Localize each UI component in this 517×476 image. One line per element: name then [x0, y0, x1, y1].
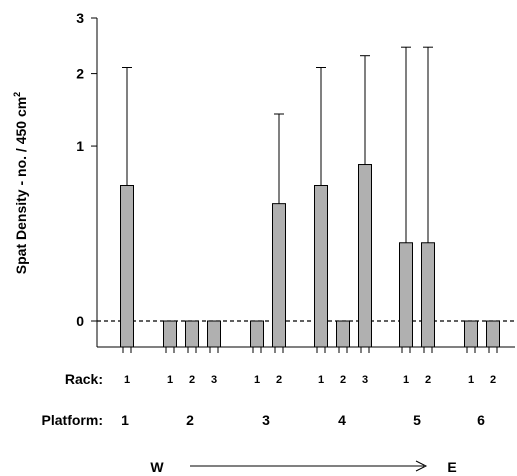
- bar-p6-r2: [486, 320, 500, 348]
- platform-label-6: 6: [477, 412, 485, 428]
- bar-p1-r1: [120, 184, 134, 348]
- bar-p3-r1: [250, 320, 264, 348]
- rack-axis-label: Rack:: [65, 371, 103, 387]
- y-tick-label-0: 0: [76, 313, 84, 329]
- rack-label-p1-r1: 1: [124, 374, 130, 386]
- platform-label-2: 2: [186, 412, 194, 428]
- y-tick-label-3: 3: [76, 10, 84, 26]
- rack-label-p4-r2: 2: [340, 374, 346, 386]
- rack-label-p3-r1: 1: [254, 374, 260, 386]
- y-tick-label-1: 1: [76, 138, 84, 154]
- platform-label-5: 5: [413, 412, 421, 428]
- rack-label-p2-r2: 2: [189, 374, 195, 386]
- bar-p5-r1: [399, 242, 413, 348]
- platform-label-1: 1: [121, 412, 129, 428]
- bar-p2-r3: [207, 320, 221, 348]
- rack-label-p6-r2: 2: [490, 374, 496, 386]
- rack-label-p3-r2: 2: [276, 374, 282, 386]
- bar-p4-r2: [336, 320, 350, 348]
- rack-label-p2-r1: 1: [167, 374, 173, 386]
- rack-label-p6-r1: 1: [468, 374, 474, 386]
- chart-labels: Spat Density - no. / 450 cm2 Rack: Platf…: [12, 92, 457, 475]
- bar-p4-r3: [358, 164, 372, 348]
- platform-axis-label: Platform:: [42, 412, 103, 428]
- platform-label-3: 3: [262, 412, 270, 428]
- direction-west-label: W: [150, 459, 164, 475]
- direction-arrow-head: [415, 460, 428, 472]
- direction-arrow: [190, 460, 428, 472]
- bar-p2-r2: [185, 320, 199, 348]
- y-tick-label-2: 2: [76, 66, 84, 82]
- rack-label-p4-r3: 3: [362, 374, 368, 386]
- chart-bars: 1 1 2 1 2 3 3 1 2 4 1 2 3 5 1 2 6 1 2: [120, 46, 500, 428]
- bar-p3-r2: [272, 203, 286, 348]
- bar-p2-r1: [163, 320, 177, 348]
- rack-label-p5-r2: 2: [425, 374, 431, 386]
- y-axis-label: Spat Density - no. / 450 cm2: [12, 92, 29, 274]
- platform-label-4: 4: [338, 412, 346, 428]
- direction-east-label: E: [447, 459, 456, 475]
- rack-label-p2-r3: 3: [211, 374, 217, 386]
- rack-label-p4-r1: 1: [318, 374, 324, 386]
- bar-p5-r2: [421, 242, 435, 348]
- bar-p4-r1: [314, 184, 328, 348]
- rack-label-p5-r1: 1: [403, 374, 409, 386]
- chart-axes: 0 1 2 3: [76, 10, 515, 348]
- bar-p6-r1: [464, 320, 478, 348]
